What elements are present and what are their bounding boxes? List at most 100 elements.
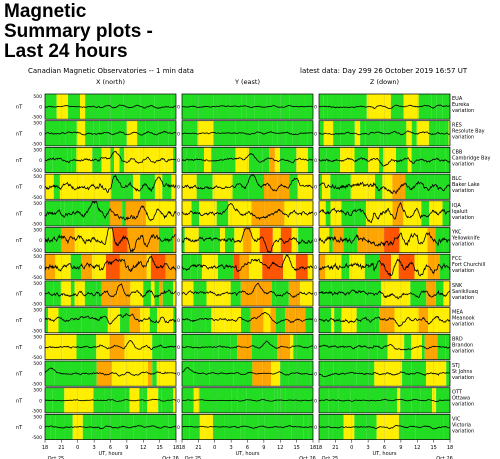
activity-band bbox=[288, 280, 301, 307]
activity-band bbox=[377, 334, 388, 360]
station-suffix: variation bbox=[452, 108, 474, 114]
activity-band bbox=[311, 174, 313, 200]
activity-band bbox=[45, 174, 51, 200]
activity-band bbox=[269, 147, 275, 173]
activity-band bbox=[414, 254, 428, 280]
trace-res-3 bbox=[319, 130, 451, 136]
activity-band bbox=[233, 254, 240, 280]
activity-band bbox=[149, 307, 158, 333]
panel-frame bbox=[318, 333, 451, 360]
activity-band bbox=[329, 227, 333, 253]
trace-iqa-2 bbox=[181, 202, 314, 221]
activity-band bbox=[213, 334, 219, 360]
activity-band bbox=[269, 254, 284, 280]
unit-label: nT bbox=[16, 425, 23, 431]
trace-ott-1 bbox=[44, 398, 177, 402]
column-header-3: Z (down) bbox=[370, 78, 399, 86]
activity-band bbox=[259, 227, 273, 253]
panel-frame bbox=[181, 360, 314, 387]
panel-frame bbox=[44, 147, 177, 173]
activity-band bbox=[60, 227, 75, 253]
station-code-res: RES bbox=[452, 123, 462, 129]
page-title-line-1: Magnetic bbox=[4, 1, 87, 22]
activity-band bbox=[244, 414, 259, 440]
y-tick-label: 500 bbox=[33, 334, 42, 340]
x-tick-label: 18 bbox=[179, 445, 185, 451]
activity-band bbox=[340, 120, 355, 146]
activity-band bbox=[251, 200, 265, 226]
activity-band bbox=[271, 280, 276, 307]
activity-band bbox=[173, 307, 176, 333]
activity-band bbox=[99, 120, 109, 146]
activity-band bbox=[235, 147, 242, 173]
activity-band bbox=[220, 227, 225, 253]
activity-band bbox=[429, 200, 443, 226]
activity-band bbox=[411, 120, 417, 146]
panel-frame bbox=[181, 173, 314, 200]
activity-band bbox=[262, 254, 270, 280]
activity-band bbox=[67, 147, 72, 173]
activity-band bbox=[427, 227, 436, 253]
activity-band bbox=[237, 361, 253, 387]
activity-band bbox=[162, 174, 172, 200]
activity-band bbox=[199, 414, 205, 440]
activity-band bbox=[235, 120, 244, 146]
activity-band bbox=[182, 307, 192, 333]
activity-band bbox=[406, 120, 412, 146]
y-tick-label: -500 bbox=[32, 248, 42, 254]
activity-band bbox=[248, 174, 264, 200]
activity-band bbox=[411, 387, 421, 413]
activity-band bbox=[296, 334, 311, 360]
trace-vic-3 bbox=[318, 424, 451, 430]
activity-band bbox=[241, 94, 247, 120]
trace-iqa-3 bbox=[318, 202, 451, 224]
activity-band bbox=[70, 254, 82, 280]
y-tick-label: 0 bbox=[314, 265, 317, 271]
panel-frame bbox=[44, 227, 177, 254]
activity-band bbox=[267, 174, 278, 200]
y-tick-label: 0 bbox=[314, 292, 317, 298]
unit-label: nT bbox=[16, 292, 23, 298]
panel-frame bbox=[181, 120, 314, 147]
activity-band bbox=[94, 200, 110, 226]
trace-vic-2 bbox=[181, 425, 314, 429]
activity-band bbox=[70, 280, 75, 307]
station-code-snk: SNK bbox=[452, 283, 463, 289]
activity-band bbox=[446, 361, 450, 387]
activity-band bbox=[387, 120, 399, 146]
y-tick-label: 0 bbox=[177, 211, 180, 217]
y-tick-label: 0 bbox=[177, 398, 180, 404]
station-name-ykc: Yellowknife bbox=[451, 236, 480, 242]
y-tick-label: 0 bbox=[39, 265, 42, 271]
trace-res-1 bbox=[44, 130, 177, 136]
activity-band bbox=[60, 280, 71, 307]
activity-band bbox=[95, 254, 106, 280]
activity-band bbox=[387, 361, 403, 387]
activity-band bbox=[54, 361, 62, 387]
activity-band bbox=[126, 280, 131, 307]
activity-band bbox=[310, 334, 313, 360]
panel-frame bbox=[44, 280, 177, 307]
activity-band bbox=[330, 174, 339, 200]
trace-vic-1 bbox=[44, 425, 177, 430]
panel-frame bbox=[318, 173, 451, 200]
activity-band bbox=[45, 361, 55, 387]
y-tick-label: 0 bbox=[314, 318, 317, 324]
x-tick-label: 18 bbox=[42, 445, 48, 451]
panel-frame bbox=[318, 253, 451, 280]
activity-band bbox=[443, 280, 450, 307]
activity-band bbox=[379, 147, 384, 173]
x-tick-label: 9 bbox=[125, 445, 128, 451]
y-tick-label: 0 bbox=[314, 425, 317, 431]
activity-band bbox=[365, 200, 379, 226]
y-tick-label: 0 bbox=[314, 238, 317, 244]
x-tick-label: 15 bbox=[430, 445, 436, 451]
y-tick-label: 500 bbox=[33, 147, 42, 153]
activity-band bbox=[112, 227, 128, 253]
activity-band bbox=[145, 200, 157, 226]
y-tick-label: 500 bbox=[33, 121, 42, 127]
activity-band bbox=[111, 361, 125, 387]
activity-band bbox=[410, 280, 427, 307]
activity-band bbox=[392, 174, 406, 200]
activity-band bbox=[374, 361, 388, 387]
